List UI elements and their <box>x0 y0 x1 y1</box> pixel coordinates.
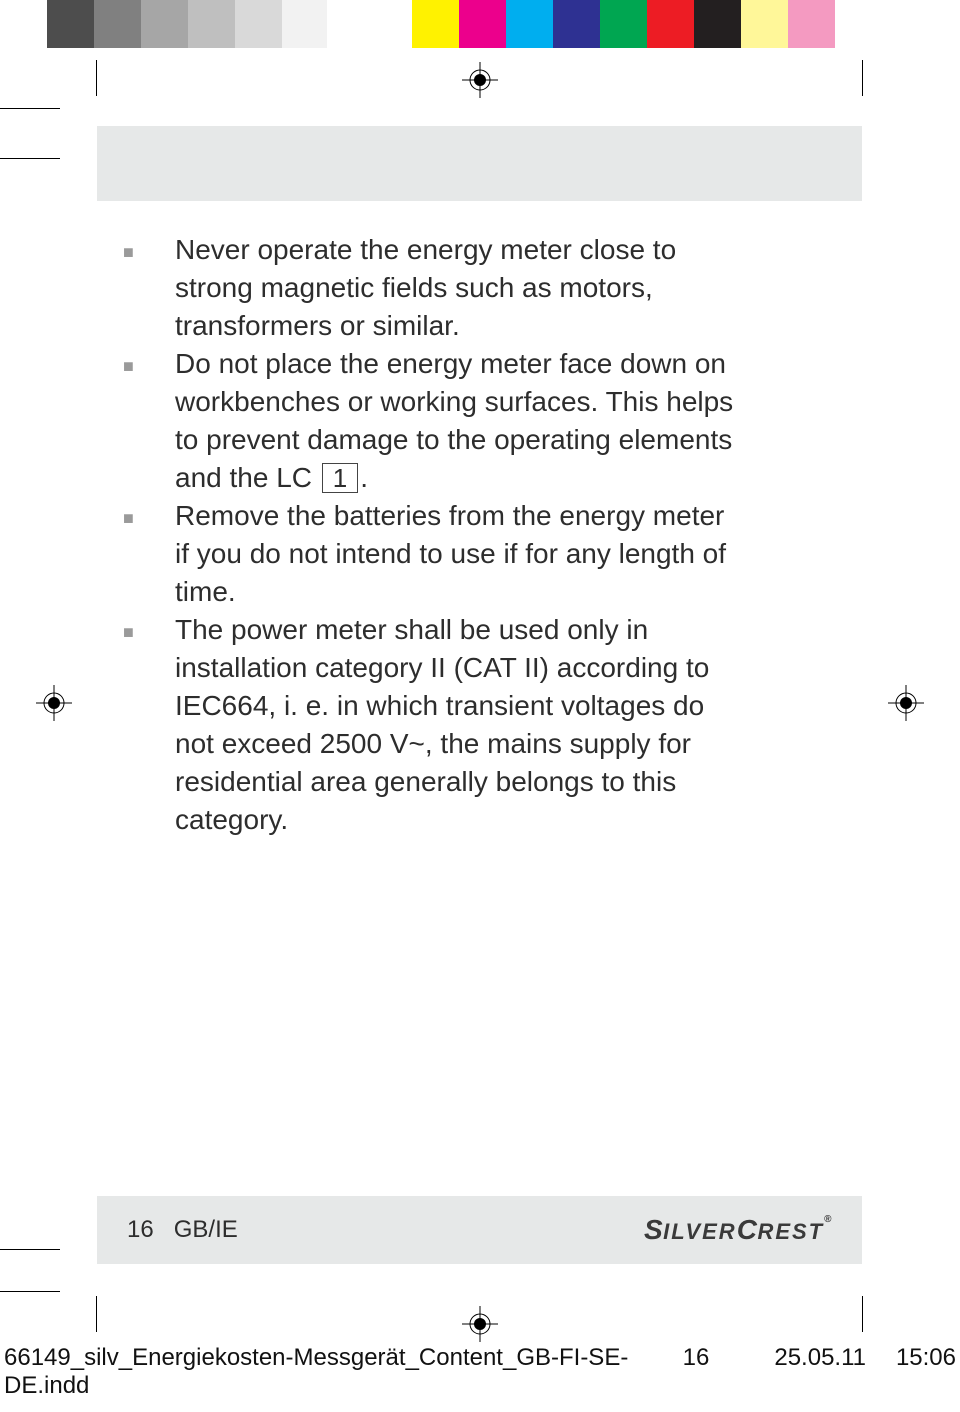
page-label: 16 GB/IE <box>127 1216 238 1244</box>
bullet-text: Never operate the energy meter close to … <box>175 231 743 345</box>
bullet-text: Do not place the energy meter face down … <box>175 345 743 497</box>
crop-line <box>862 60 863 96</box>
color-swatch <box>282 0 327 48</box>
registration-mark-bottom <box>462 1306 498 1342</box>
crop-line <box>0 1249 60 1250</box>
bullet-icon: ■ <box>123 345 175 497</box>
bullet-item: ■ The power meter shall be used only in … <box>123 611 743 839</box>
color-swatch <box>600 0 647 48</box>
color-swatch <box>647 0 694 48</box>
slug-date: 25.05.11 <box>726 1344 866 1400</box>
crop-line <box>0 108 60 109</box>
slug-filename: 66149_silv_Energiekosten-Messgerät_Conte… <box>4 1344 666 1400</box>
crop-line <box>96 60 97 96</box>
footer-band: 16 GB/IE SILVERCREST® <box>97 1196 862 1264</box>
color-swatch <box>47 0 94 48</box>
text-part: Do not place the energy meter face down … <box>175 348 733 493</box>
color-swatch <box>459 0 506 48</box>
printer-color-bar <box>0 0 960 48</box>
registration-mark-top <box>462 62 498 98</box>
header-band <box>97 126 862 201</box>
registration-mark-right <box>888 685 924 721</box>
color-swatch <box>694 0 741 48</box>
brand-part: C <box>737 1214 758 1245</box>
content-body: ■ Never operate the energy meter close t… <box>123 231 743 839</box>
brand-part: ILVER <box>663 1219 737 1244</box>
color-swatch <box>327 0 412 48</box>
bullet-item: ■ Remove the batteries from the energy m… <box>123 497 743 611</box>
color-swatch <box>141 0 188 48</box>
bullet-icon: ■ <box>123 497 175 611</box>
color-swatch <box>0 0 47 48</box>
color-swatch <box>412 0 459 48</box>
crop-line <box>0 1291 60 1292</box>
brand-part: S <box>644 1214 663 1245</box>
color-swatch <box>235 0 282 48</box>
brand-logo: SILVERCREST® <box>644 1214 832 1246</box>
registered-mark: ® <box>824 1214 832 1225</box>
brand-part: REST <box>757 1219 824 1244</box>
slug-line: 66149_silv_Energiekosten-Messgerät_Conte… <box>0 1344 960 1400</box>
color-swatch <box>553 0 600 48</box>
bullet-icon: ■ <box>123 231 175 345</box>
color-swatch <box>506 0 553 48</box>
crop-line <box>862 1296 863 1332</box>
color-swatch <box>835 0 861 48</box>
boxed-reference: 1 <box>322 463 358 493</box>
registration-mark-left <box>36 685 72 721</box>
locale-label: GB/IE <box>174 1216 238 1243</box>
color-swatch <box>188 0 235 48</box>
bullet-item: ■ Do not place the energy meter face dow… <box>123 345 743 497</box>
crop-line <box>0 158 60 159</box>
crop-line <box>96 1296 97 1332</box>
color-swatch <box>94 0 141 48</box>
text-part: . <box>360 462 368 493</box>
bullet-item: ■ Never operate the energy meter close t… <box>123 231 743 345</box>
bullet-icon: ■ <box>123 611 175 839</box>
bullet-text: The power meter shall be used only in in… <box>175 611 743 839</box>
color-swatch <box>741 0 788 48</box>
slug-page: 16 <box>666 1344 726 1400</box>
page-number: 16 <box>127 1216 154 1243</box>
color-swatch <box>788 0 835 48</box>
bullet-text: Remove the batteries from the energy met… <box>175 497 743 611</box>
slug-time: 15:06 <box>866 1344 956 1400</box>
